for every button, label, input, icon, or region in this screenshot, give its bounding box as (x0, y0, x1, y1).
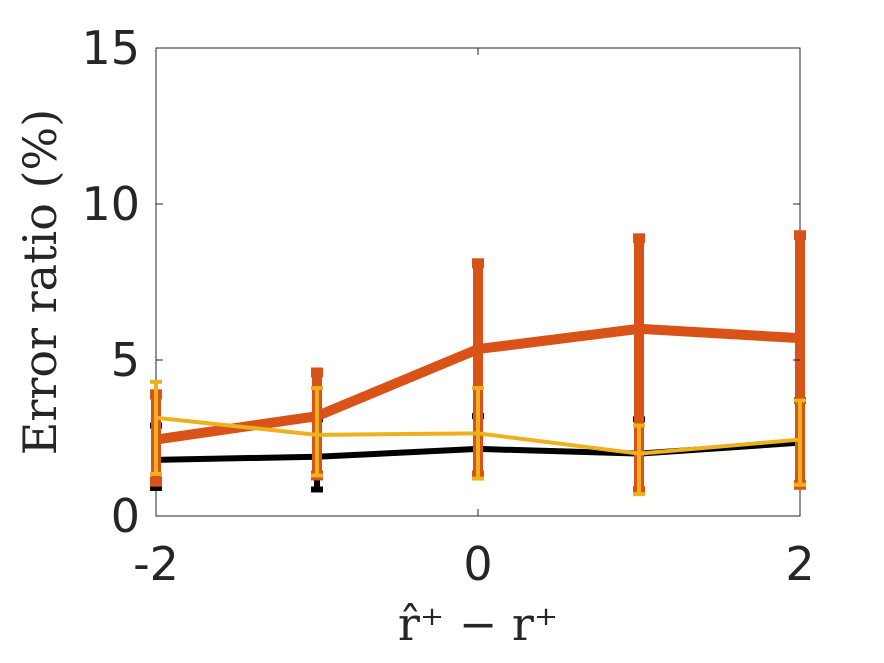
y-tick-label: 0 (111, 489, 140, 543)
data-point (798, 437, 802, 442)
data-point (634, 323, 644, 334)
y-tick-label: 5 (111, 333, 140, 387)
x-tick-label: 2 (785, 537, 814, 591)
data-point (795, 333, 805, 344)
y-axis-label: Error ratio (%) (13, 109, 67, 455)
data-point (476, 431, 480, 436)
x-tick-label: 0 (463, 537, 492, 591)
x-tick-label: -2 (133, 537, 179, 591)
data-point (473, 344, 483, 355)
y-tick-label: 15 (81, 21, 140, 75)
series-layer (150, 230, 806, 497)
x-axis-label: r̂⁺ − r⁺ (398, 597, 558, 651)
data-point (154, 415, 158, 420)
data-point (637, 451, 641, 456)
series-3 (150, 379, 806, 497)
data-point (315, 432, 319, 437)
y-tick-label: 10 (81, 177, 140, 231)
